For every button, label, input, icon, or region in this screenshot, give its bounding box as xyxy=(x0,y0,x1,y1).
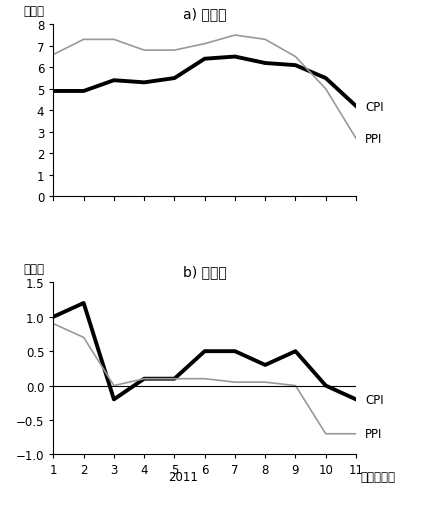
Text: （％）: （％） xyxy=(23,6,44,18)
Title: a) 前年比: a) 前年比 xyxy=(183,8,227,21)
Text: 2011: 2011 xyxy=(169,470,198,483)
Text: PPI: PPI xyxy=(365,427,382,440)
Text: （年、月）: （年、月） xyxy=(360,470,395,483)
Text: （％）: （％） xyxy=(23,263,44,276)
Text: PPI: PPI xyxy=(365,132,382,145)
Text: CPI: CPI xyxy=(365,100,384,113)
Text: CPI: CPI xyxy=(365,393,384,406)
Title: b) 前月比: b) 前月比 xyxy=(183,265,227,279)
